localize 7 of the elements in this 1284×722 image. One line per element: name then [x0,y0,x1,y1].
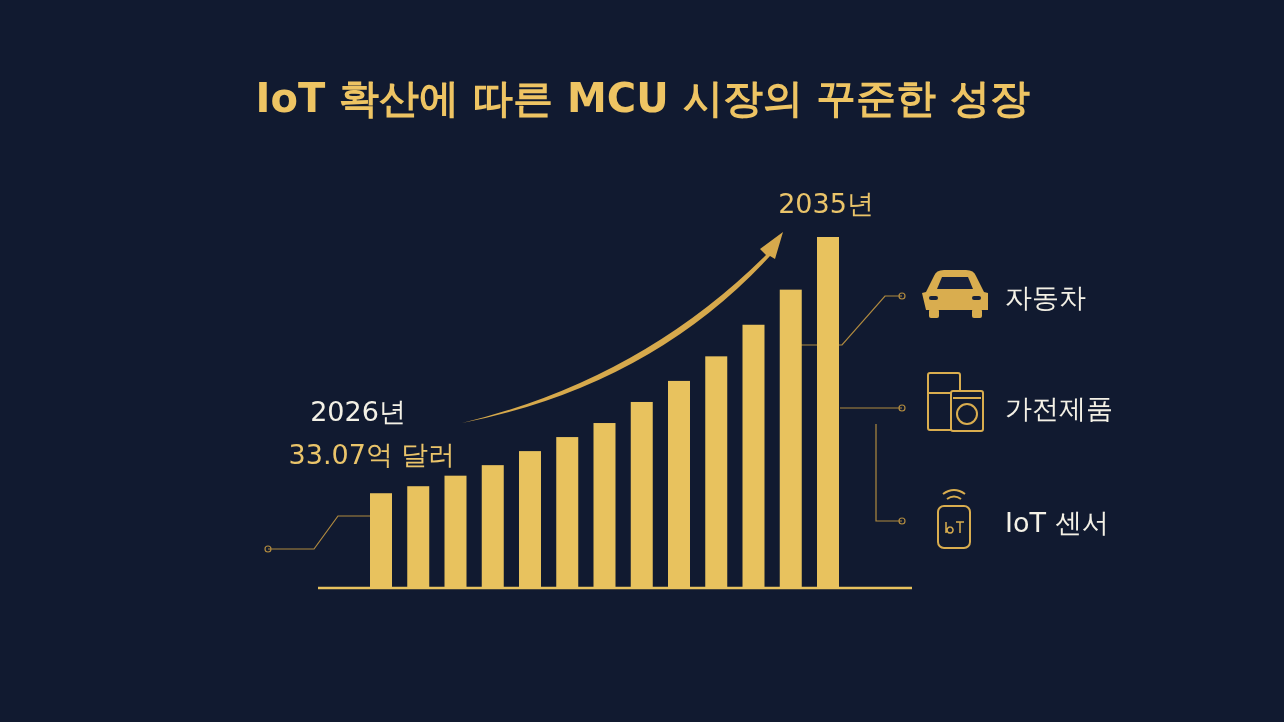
annotation: 33.07억 달러 [288,439,456,470]
annotation: 2026년 [310,396,406,427]
text: IoT 센서 [1005,507,1109,538]
text: 자동차 [1005,282,1086,313]
text: 가전제품 [1005,393,1113,424]
chart-title: IoT 확산에 따른 MCU 시장의 꾸준한 성장 [255,75,1031,121]
text: 2035년 [778,188,874,219]
